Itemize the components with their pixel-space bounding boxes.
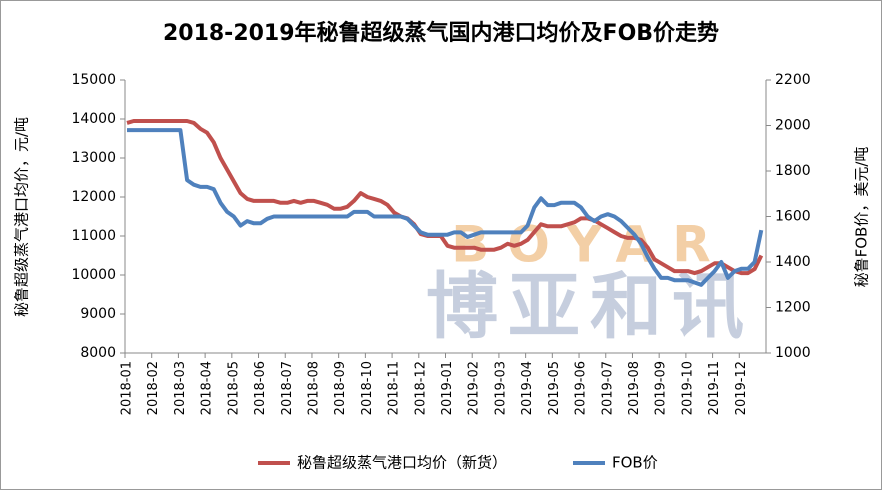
x-tick-label: 2018-09: [333, 361, 348, 415]
x-tick-label: 2018-03: [173, 361, 188, 415]
x-tick-label: 2019-07: [600, 361, 615, 415]
y2-tick-label: 2000: [775, 118, 811, 134]
y-tick-label: 12000: [71, 189, 116, 205]
y-axis-label: 秘鲁超级蒸气港口均价，元/吨: [13, 117, 31, 317]
x-tick-label: 2018-11: [387, 361, 402, 415]
y-tick-label: 11000: [71, 228, 116, 244]
x-tick-label: 2018-08: [306, 361, 321, 415]
x-tick-label: 2019-02: [467, 361, 482, 415]
y2-tick-label: 1600: [775, 209, 811, 225]
x-tick-label: 2019-01: [440, 361, 455, 415]
x-tick-label: 2018-06: [253, 361, 268, 415]
y2-tick-label: 1400: [775, 254, 811, 270]
x-tick-label: 2019-09: [654, 361, 669, 415]
series-line: [127, 128, 764, 287]
y-tick-label: 13000: [71, 150, 116, 166]
y-tick-label: 9000: [80, 306, 116, 322]
x-tick-label: 2018-04: [200, 361, 215, 415]
x-tick-label: 2018-07: [280, 361, 295, 415]
y2-tick-label: 1000: [775, 345, 811, 361]
y2-tick-label: 1200: [775, 300, 811, 316]
x-tick-label: 2019-10: [680, 361, 695, 415]
y2-axis-label: 秘鲁FOB价，美元/吨: [853, 147, 871, 288]
x-tick-label: 2019-04: [520, 361, 535, 415]
chart-title: 2018-2019年秘鲁超级蒸气国内港口均价及FOB价走势: [163, 20, 719, 46]
x-tick-label: 2018-12: [413, 361, 428, 415]
x-tick-label: 2018-05: [226, 361, 241, 415]
x-tick-label: 2018-10: [360, 361, 375, 415]
x-tick-label: 2019-03: [493, 361, 508, 415]
watermark-latin: BOYAR: [451, 216, 728, 274]
y-tick-label: 14000: [71, 111, 116, 127]
y2-tick-label: 2200: [775, 72, 811, 88]
legend-label: FOB价: [612, 454, 658, 472]
legend-label: 秘鲁超级蒸气港口均价（新货）: [297, 454, 507, 472]
series-line: [126, 119, 764, 276]
x-tick-label: 2019-06: [574, 361, 589, 415]
x-tick-label: 2019-05: [547, 361, 562, 415]
watermark-text: 博亚和讯: [426, 265, 754, 349]
y-tick-label: 10000: [71, 267, 116, 283]
y-tick-label: 15000: [71, 72, 116, 88]
y2-tick-label: 1800: [775, 163, 811, 179]
x-tick-label: 2019-08: [627, 361, 642, 415]
x-tick-label: 2019-11: [707, 361, 722, 415]
y-tick-label: 8000: [80, 345, 116, 361]
x-tick-label: 2018-01: [120, 361, 135, 415]
x-tick-label: 2019-12: [734, 361, 749, 415]
x-tick-label: 2018-02: [146, 361, 161, 415]
